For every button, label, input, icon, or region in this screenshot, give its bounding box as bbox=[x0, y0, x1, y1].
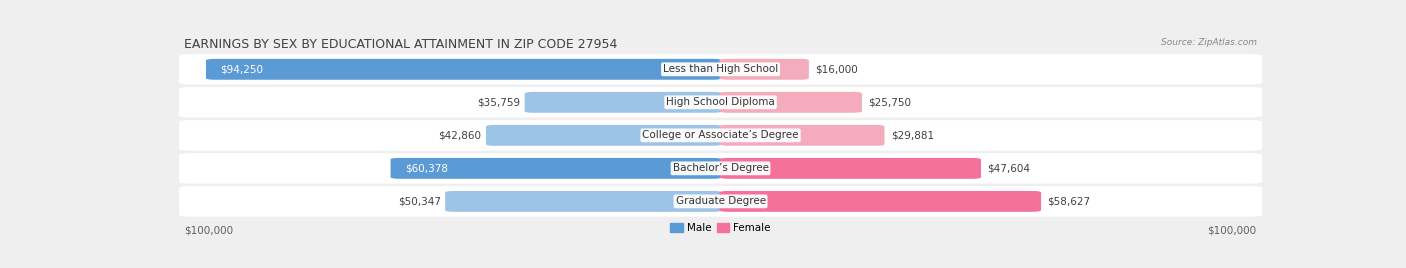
FancyBboxPatch shape bbox=[720, 158, 981, 179]
Text: Less than High School: Less than High School bbox=[664, 64, 778, 74]
FancyBboxPatch shape bbox=[207, 59, 721, 80]
Text: $16,000: $16,000 bbox=[815, 64, 858, 74]
FancyBboxPatch shape bbox=[720, 59, 808, 80]
FancyBboxPatch shape bbox=[720, 92, 862, 113]
Text: Bachelor’s Degree: Bachelor’s Degree bbox=[672, 163, 769, 173]
FancyBboxPatch shape bbox=[524, 92, 721, 113]
Text: $42,860: $42,860 bbox=[439, 130, 482, 140]
Text: College or Associate’s Degree: College or Associate’s Degree bbox=[643, 130, 799, 140]
Text: Graduate Degree: Graduate Degree bbox=[675, 196, 766, 206]
FancyBboxPatch shape bbox=[179, 87, 1263, 118]
Text: $100,000: $100,000 bbox=[1208, 225, 1257, 235]
FancyBboxPatch shape bbox=[486, 125, 721, 146]
Text: High School Diploma: High School Diploma bbox=[666, 97, 775, 107]
FancyBboxPatch shape bbox=[179, 54, 1263, 85]
Text: $94,250: $94,250 bbox=[221, 64, 263, 74]
FancyBboxPatch shape bbox=[179, 186, 1263, 217]
FancyBboxPatch shape bbox=[446, 191, 721, 212]
FancyBboxPatch shape bbox=[720, 191, 1040, 212]
Text: $35,759: $35,759 bbox=[477, 97, 520, 107]
Text: $58,627: $58,627 bbox=[1047, 196, 1091, 206]
Text: $100,000: $100,000 bbox=[184, 225, 233, 235]
Text: Source: ZipAtlas.com: Source: ZipAtlas.com bbox=[1161, 38, 1257, 47]
FancyBboxPatch shape bbox=[391, 158, 721, 179]
Text: EARNINGS BY SEX BY EDUCATIONAL ATTAINMENT IN ZIP CODE 27954: EARNINGS BY SEX BY EDUCATIONAL ATTAINMEN… bbox=[184, 38, 617, 51]
Text: $60,378: $60,378 bbox=[405, 163, 447, 173]
Text: $29,881: $29,881 bbox=[891, 130, 934, 140]
Text: $25,750: $25,750 bbox=[869, 97, 911, 107]
FancyBboxPatch shape bbox=[179, 120, 1263, 151]
FancyBboxPatch shape bbox=[179, 153, 1263, 184]
FancyBboxPatch shape bbox=[720, 125, 884, 146]
Text: $47,604: $47,604 bbox=[987, 163, 1031, 173]
Legend: Male, Female: Male, Female bbox=[671, 223, 770, 233]
Text: $50,347: $50,347 bbox=[398, 196, 441, 206]
